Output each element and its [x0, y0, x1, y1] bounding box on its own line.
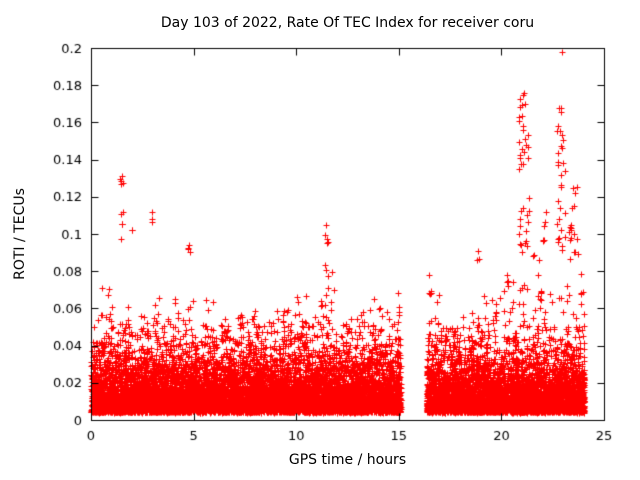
y-axis-label: ROTI / TECUs [12, 188, 28, 280]
x-axis-label: GPS time / hours [288, 452, 407, 468]
chart-title: Day 103 of 2022, Rate Of TEC Index for r… [160, 15, 535, 31]
